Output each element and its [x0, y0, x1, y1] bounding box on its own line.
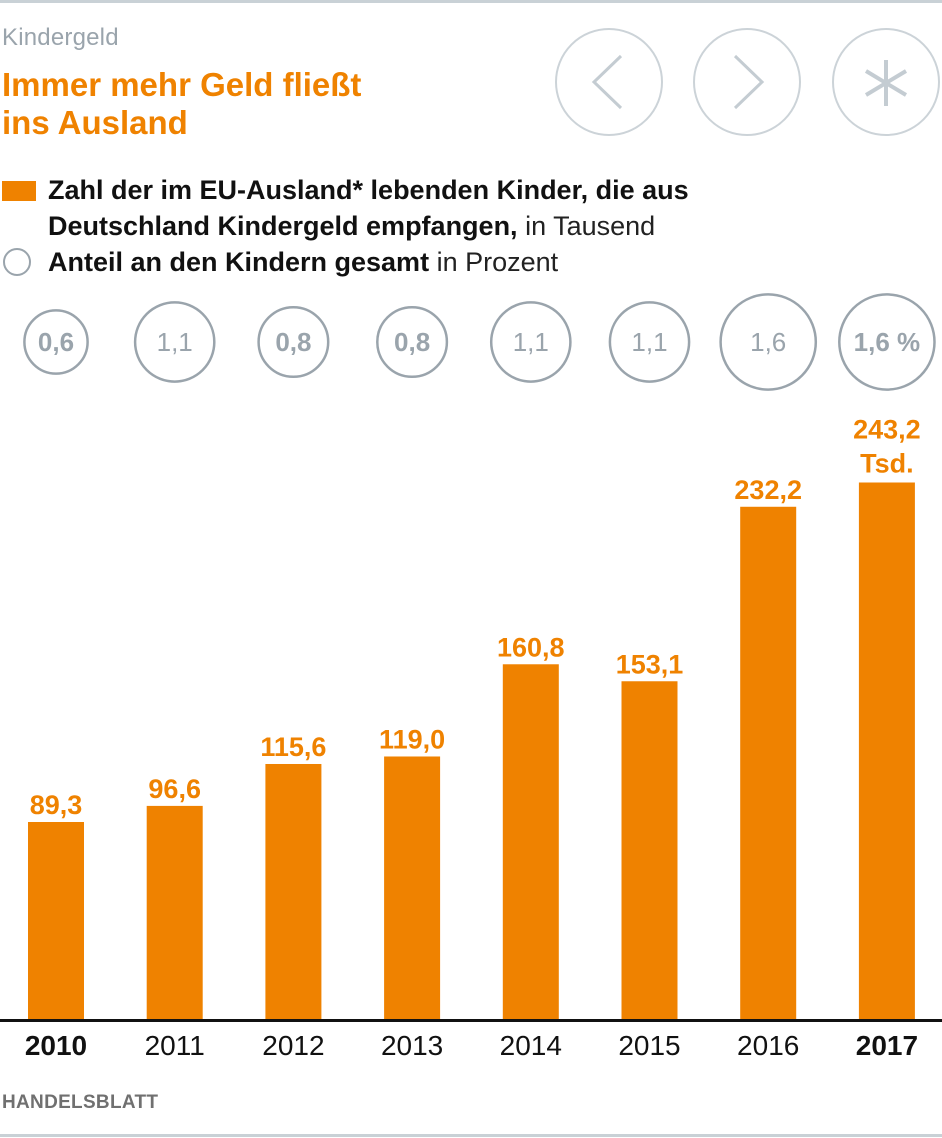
legend-circles-unit: in Prozent	[429, 247, 559, 277]
bar-value-label: 89,3	[30, 790, 83, 820]
bar	[621, 681, 678, 1019]
legend-ring-icon	[3, 248, 31, 276]
bar	[384, 756, 441, 1019]
bar	[740, 506, 797, 1019]
bar-chart: 0,6 89,3 2010 1,1 96,6 2011 0,8 115,6 2012 0,8 119…	[0, 293, 942, 1061]
legend-bars-unit: in Tausend	[517, 211, 656, 241]
share-circle	[376, 305, 449, 379]
x-tick-label: 2017	[856, 1030, 918, 1061]
share-label: 0,6	[38, 327, 74, 357]
share-label: 1,6 %	[854, 327, 921, 357]
bottom-rule	[0, 1134, 942, 1137]
legend: Zahl der im EU-Ausland* lebenden Kinder,…	[0, 172, 689, 280]
x-tick-label: 2016	[737, 1030, 799, 1061]
bar-value-label: 96,6	[148, 774, 201, 804]
share-label: 0,8	[394, 327, 430, 357]
bar-value-label: 153,1	[616, 649, 684, 679]
bar	[502, 664, 559, 1019]
share-circle	[608, 301, 691, 383]
chart-title: Immer mehr Geld fließt ins Ausland	[2, 66, 361, 142]
share-label: 0,8	[275, 327, 311, 357]
chart-title-line-2: ins Ausland	[2, 104, 188, 141]
share-label: 1,1	[631, 327, 667, 357]
share-circle	[719, 293, 818, 391]
x-tick-label: 2011	[145, 1030, 205, 1061]
bar-value-label: 243,2	[853, 415, 921, 445]
source-credit: HANDELSBLATT	[2, 1092, 159, 1113]
share-label: 1,1	[157, 327, 193, 357]
legend-item-bars-continued: Deutschland Kindergeld empfangen, in Tau…	[0, 208, 689, 244]
bar	[146, 805, 203, 1019]
top-rule	[0, 0, 942, 3]
legend-swatch-orange	[2, 181, 36, 201]
share-circle	[838, 293, 936, 391]
legend-item-bars: Zahl der im EU-Ausland* lebenden Kinder,…	[0, 172, 689, 208]
previous-button[interactable]	[555, 28, 663, 136]
bar-value-label: 232,2	[734, 475, 802, 505]
bar	[28, 822, 84, 1019]
chevron-right-icon	[733, 54, 765, 110]
bar-unit-label: Tsd.	[860, 449, 914, 479]
x-tick-label: 2014	[500, 1030, 562, 1061]
bar-value-label: 160,8	[497, 632, 565, 662]
share-label: 1,6	[750, 327, 786, 357]
share-circle	[23, 309, 89, 375]
share-circle	[257, 305, 330, 379]
bar	[265, 763, 322, 1019]
legend-circles-label: Anteil an den Kindern gesamt	[48, 247, 430, 277]
kicker: Kindergeld	[2, 24, 119, 51]
legend-item-circles: Anteil an den Kindern gesamt in Prozent	[0, 244, 689, 280]
asterisk-icon	[864, 60, 908, 106]
next-button[interactable]	[693, 28, 801, 136]
x-tick-label: 2012	[262, 1030, 324, 1061]
x-tick-label: 2010	[25, 1030, 87, 1061]
bar	[858, 482, 915, 1019]
legend-bars-label-line-1: Zahl der im EU-Ausland* lebenden Kinder,…	[48, 175, 689, 205]
x-tick-label: 2013	[381, 1030, 443, 1061]
chevron-left-icon	[591, 54, 623, 110]
share-circle	[133, 301, 216, 383]
footnote-button[interactable]	[832, 28, 940, 136]
bar-value-label: 119,0	[379, 724, 445, 754]
share-label: 1,1	[513, 327, 549, 357]
bar-value-label: 115,6	[260, 732, 326, 762]
legend-bars-label-line-2: Deutschland Kindergeld empfangen,	[48, 211, 518, 241]
share-circle	[489, 301, 572, 383]
chart-title-line-1: Immer mehr Geld fließt	[2, 66, 362, 103]
x-tick-label: 2015	[618, 1030, 680, 1061]
